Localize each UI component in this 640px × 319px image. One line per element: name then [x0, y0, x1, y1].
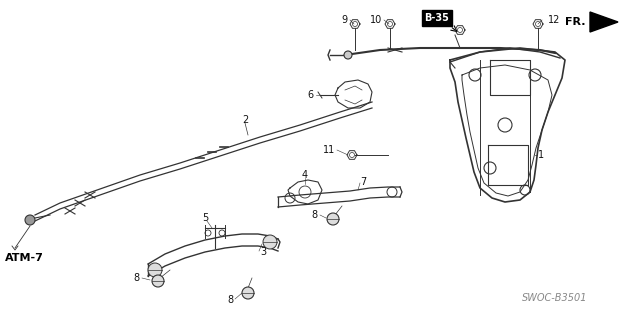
- Polygon shape: [590, 12, 618, 32]
- Text: 4: 4: [302, 170, 308, 180]
- Text: ATM-7: ATM-7: [5, 253, 44, 263]
- Text: 3: 3: [260, 247, 266, 257]
- Text: SWOC-B3501: SWOC-B3501: [522, 293, 588, 303]
- Text: 2: 2: [242, 115, 248, 125]
- Text: 8: 8: [228, 295, 234, 305]
- Text: 7: 7: [360, 177, 366, 187]
- Text: FR.: FR.: [566, 17, 586, 27]
- Text: 5: 5: [202, 213, 208, 223]
- Text: 11: 11: [323, 145, 335, 155]
- Text: 1: 1: [538, 150, 544, 160]
- Circle shape: [344, 51, 352, 59]
- Text: 8: 8: [312, 210, 318, 220]
- Circle shape: [242, 287, 254, 299]
- Circle shape: [263, 235, 277, 249]
- Text: 12: 12: [548, 15, 561, 25]
- Text: 10: 10: [370, 15, 382, 25]
- Text: B-35: B-35: [424, 13, 449, 23]
- Text: 6: 6: [308, 90, 314, 100]
- Circle shape: [152, 275, 164, 287]
- Circle shape: [148, 263, 162, 277]
- Circle shape: [25, 215, 35, 225]
- Text: 9: 9: [342, 15, 348, 25]
- Text: 8: 8: [134, 273, 140, 283]
- Circle shape: [327, 213, 339, 225]
